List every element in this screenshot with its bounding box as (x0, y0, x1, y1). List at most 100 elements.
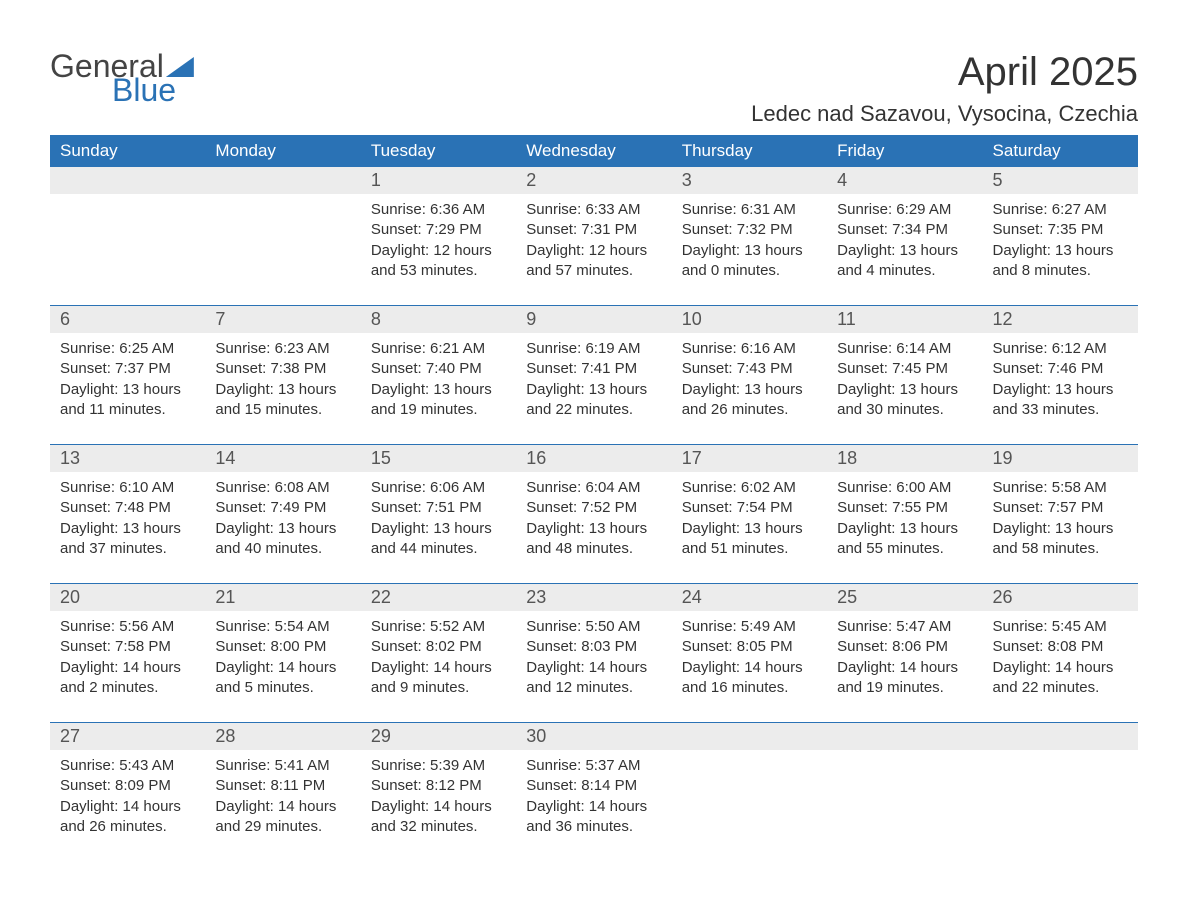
daylight-line: Daylight: 13 hours and 58 minutes. (993, 519, 1128, 560)
sunrise-line: Sunrise: 6:27 AM (993, 200, 1128, 220)
sunrise-line: Sunrise: 5:43 AM (60, 756, 195, 776)
day-data-cell: Sunrise: 6:25 AMSunset: 7:37 PMDaylight:… (50, 333, 205, 445)
day-number-row: 6789101112 (50, 306, 1138, 334)
day-data-cell: Sunrise: 5:37 AMSunset: 8:14 PMDaylight:… (516, 750, 671, 861)
daylight-line: Daylight: 13 hours and 37 minutes. (60, 519, 195, 560)
daylight-line: Daylight: 13 hours and 51 minutes. (682, 519, 817, 560)
month-title: April 2025 (751, 50, 1138, 95)
dow-header: Wednesday (516, 135, 671, 167)
location-subtitle: Ledec nad Sazavou, Vysocina, Czechia (751, 101, 1138, 127)
day-data-cell: Sunrise: 6:36 AMSunset: 7:29 PMDaylight:… (361, 194, 516, 306)
sunrise-line: Sunrise: 5:39 AM (371, 756, 506, 776)
sunrise-line: Sunrise: 5:37 AM (526, 756, 661, 776)
sunset-line: Sunset: 7:29 PM (371, 220, 506, 240)
day-data-cell: Sunrise: 5:52 AMSunset: 8:02 PMDaylight:… (361, 611, 516, 723)
day-number-cell: 13 (50, 445, 205, 473)
daylight-line: Daylight: 14 hours and 2 minutes. (60, 658, 195, 699)
day-number-row: 20212223242526 (50, 584, 1138, 612)
sunset-line: Sunset: 7:38 PM (215, 359, 350, 379)
sunset-line: Sunset: 8:06 PM (837, 637, 972, 657)
header: General Blue April 2025 Ledec nad Sazavo… (50, 50, 1138, 127)
sunrise-line: Sunrise: 6:33 AM (526, 200, 661, 220)
sunrise-line: Sunrise: 6:25 AM (60, 339, 195, 359)
daylight-line: Daylight: 13 hours and 55 minutes. (837, 519, 972, 560)
day-data-cell: Sunrise: 6:02 AMSunset: 7:54 PMDaylight:… (672, 472, 827, 584)
sunrise-line: Sunrise: 6:12 AM (993, 339, 1128, 359)
daylight-line: Daylight: 13 hours and 0 minutes. (682, 241, 817, 282)
daylight-line: Daylight: 14 hours and 5 minutes. (215, 658, 350, 699)
day-data-row: Sunrise: 6:36 AMSunset: 7:29 PMDaylight:… (50, 194, 1138, 306)
day-data-row: Sunrise: 6:10 AMSunset: 7:48 PMDaylight:… (50, 472, 1138, 584)
daylight-line: Daylight: 13 hours and 22 minutes. (526, 380, 661, 421)
day-number-cell: 27 (50, 723, 205, 751)
sunrise-line: Sunrise: 6:06 AM (371, 478, 506, 498)
day-number-cell: 5 (983, 167, 1138, 194)
sunset-line: Sunset: 7:32 PM (682, 220, 817, 240)
day-number-cell: 29 (361, 723, 516, 751)
sunrise-line: Sunrise: 5:58 AM (993, 478, 1128, 498)
dow-header-row: Sunday Monday Tuesday Wednesday Thursday… (50, 135, 1138, 167)
sunrise-line: Sunrise: 6:19 AM (526, 339, 661, 359)
day-data-row: Sunrise: 5:43 AMSunset: 8:09 PMDaylight:… (50, 750, 1138, 861)
dow-header: Monday (205, 135, 360, 167)
sunset-line: Sunset: 7:34 PM (837, 220, 972, 240)
day-number-cell: 26 (983, 584, 1138, 612)
day-data-row: Sunrise: 6:25 AMSunset: 7:37 PMDaylight:… (50, 333, 1138, 445)
day-number-cell: 1 (361, 167, 516, 194)
sunset-line: Sunset: 7:54 PM (682, 498, 817, 518)
day-number-cell (205, 167, 360, 194)
day-data-cell (50, 194, 205, 306)
dow-header: Tuesday (361, 135, 516, 167)
dow-header: Thursday (672, 135, 827, 167)
daylight-line: Daylight: 14 hours and 29 minutes. (215, 797, 350, 838)
day-data-cell: Sunrise: 5:41 AMSunset: 8:11 PMDaylight:… (205, 750, 360, 861)
day-number-cell: 12 (983, 306, 1138, 334)
day-number-cell: 15 (361, 445, 516, 473)
calendar-body: 12345Sunrise: 6:36 AMSunset: 7:29 PMDayl… (50, 167, 1138, 861)
sunset-line: Sunset: 7:57 PM (993, 498, 1128, 518)
day-number-cell (983, 723, 1138, 751)
sunset-line: Sunset: 7:31 PM (526, 220, 661, 240)
day-number-cell: 21 (205, 584, 360, 612)
day-data-cell: Sunrise: 5:47 AMSunset: 8:06 PMDaylight:… (827, 611, 982, 723)
sunset-line: Sunset: 7:41 PM (526, 359, 661, 379)
day-data-cell: Sunrise: 6:08 AMSunset: 7:49 PMDaylight:… (205, 472, 360, 584)
day-number-cell: 9 (516, 306, 671, 334)
daylight-line: Daylight: 13 hours and 15 minutes. (215, 380, 350, 421)
day-number-cell: 25 (827, 584, 982, 612)
daylight-line: Daylight: 13 hours and 4 minutes. (837, 241, 972, 282)
day-data-cell: Sunrise: 6:19 AMSunset: 7:41 PMDaylight:… (516, 333, 671, 445)
day-number-cell: 28 (205, 723, 360, 751)
day-number-cell: 11 (827, 306, 982, 334)
day-number-cell: 22 (361, 584, 516, 612)
day-number-cell: 17 (672, 445, 827, 473)
daylight-line: Daylight: 12 hours and 53 minutes. (371, 241, 506, 282)
sunset-line: Sunset: 8:02 PM (371, 637, 506, 657)
daylight-line: Daylight: 13 hours and 30 minutes. (837, 380, 972, 421)
sunrise-line: Sunrise: 5:49 AM (682, 617, 817, 637)
daylight-line: Daylight: 13 hours and 26 minutes. (682, 380, 817, 421)
sunset-line: Sunset: 8:11 PM (215, 776, 350, 796)
sunset-line: Sunset: 7:48 PM (60, 498, 195, 518)
day-data-cell (827, 750, 982, 861)
brand-word-2: Blue (112, 74, 194, 106)
day-data-cell: Sunrise: 5:54 AMSunset: 8:00 PMDaylight:… (205, 611, 360, 723)
sunset-line: Sunset: 7:46 PM (993, 359, 1128, 379)
day-data-cell: Sunrise: 6:14 AMSunset: 7:45 PMDaylight:… (827, 333, 982, 445)
day-data-cell (672, 750, 827, 861)
sunset-line: Sunset: 7:58 PM (60, 637, 195, 657)
day-number-cell: 10 (672, 306, 827, 334)
sunset-line: Sunset: 8:14 PM (526, 776, 661, 796)
sunrise-line: Sunrise: 6:31 AM (682, 200, 817, 220)
day-data-cell: Sunrise: 6:04 AMSunset: 7:52 PMDaylight:… (516, 472, 671, 584)
day-number-cell (827, 723, 982, 751)
sunrise-line: Sunrise: 6:02 AM (682, 478, 817, 498)
sunset-line: Sunset: 7:49 PM (215, 498, 350, 518)
calendar-document: General Blue April 2025 Ledec nad Sazavo… (0, 0, 1188, 891)
day-data-cell: Sunrise: 5:43 AMSunset: 8:09 PMDaylight:… (50, 750, 205, 861)
daylight-line: Daylight: 13 hours and 40 minutes. (215, 519, 350, 560)
sunset-line: Sunset: 7:40 PM (371, 359, 506, 379)
sunrise-line: Sunrise: 6:29 AM (837, 200, 972, 220)
day-number-row: 13141516171819 (50, 445, 1138, 473)
sunrise-line: Sunrise: 6:36 AM (371, 200, 506, 220)
